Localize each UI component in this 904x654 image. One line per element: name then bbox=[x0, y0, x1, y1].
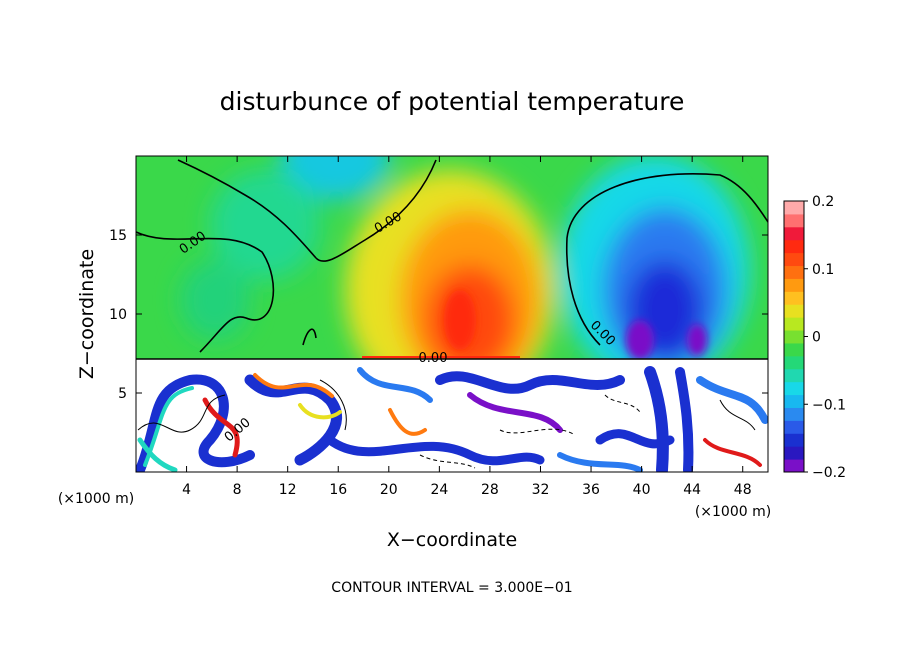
colorbar-bin bbox=[784, 201, 804, 215]
upper-field bbox=[136, 156, 768, 359]
colorbar-bin bbox=[784, 446, 804, 460]
y-axis-label: Z−coordinate bbox=[76, 249, 98, 379]
y-tick-label: 10 bbox=[109, 307, 127, 323]
contour-label: 0.00 bbox=[419, 351, 448, 366]
colorbar-bin bbox=[784, 265, 804, 279]
mixed-layer-field bbox=[136, 359, 768, 472]
cold-peak-b bbox=[687, 324, 707, 356]
x-tick-label: 24 bbox=[430, 482, 448, 498]
x-tick-label: 28 bbox=[481, 482, 499, 498]
x-tick-label: 16 bbox=[329, 482, 347, 498]
x-tick-label: 4 bbox=[182, 482, 191, 498]
zero-contours-lower bbox=[137, 379, 756, 469]
x-tick-label: 36 bbox=[582, 482, 600, 498]
colorbar-tick-label: −0.2 bbox=[812, 465, 846, 481]
colorbar-bin bbox=[784, 459, 804, 473]
colorbar-tick-label: 0 bbox=[812, 330, 821, 346]
colorbar-bin bbox=[784, 226, 804, 241]
warm-peak bbox=[444, 290, 476, 350]
colorbar: 0.2 0.1 0 −0.1 −0.2 bbox=[783, 194, 846, 481]
y-tick-label: 5 bbox=[118, 386, 127, 402]
x-tick-label: 40 bbox=[633, 482, 651, 498]
colorbar-bin bbox=[784, 317, 804, 331]
colorbar-bin bbox=[784, 252, 804, 267]
colorbar-tick-label: 0.1 bbox=[812, 262, 834, 278]
colorbar-bin bbox=[784, 355, 804, 370]
x-tick-label: 20 bbox=[380, 482, 398, 498]
colorbar-bin bbox=[784, 368, 804, 383]
colorbar-bin bbox=[784, 213, 804, 228]
colorbar-bin bbox=[784, 278, 804, 292]
x-tick-label: 48 bbox=[734, 482, 752, 498]
x-tick-label: 8 bbox=[233, 482, 242, 498]
y-axis-ticks: 5 10 15 bbox=[109, 228, 768, 402]
colorbar-bin bbox=[784, 420, 804, 434]
colorbar-bin bbox=[784, 239, 804, 254]
colorbar-bin bbox=[784, 381, 804, 396]
x-tick-label: 12 bbox=[279, 482, 297, 498]
colorbar-bin bbox=[784, 407, 804, 421]
zero-contours-upper bbox=[136, 159, 768, 353]
weak-cold-left bbox=[180, 260, 250, 340]
colorbar-tick-label: 0.2 bbox=[812, 194, 834, 210]
colorbar-bins bbox=[784, 201, 804, 473]
x-tick-label: 44 bbox=[683, 482, 701, 498]
z-unit-label: (×1000 m) bbox=[58, 491, 134, 507]
weak-cold-upper-left bbox=[210, 170, 320, 280]
x-unit-label: (×1000 m) bbox=[695, 504, 771, 520]
chart-title: disturbunce of potential temperature bbox=[220, 87, 685, 116]
colorbar-bin bbox=[784, 433, 804, 447]
cold-top-center bbox=[280, 156, 390, 200]
colorbar-bin bbox=[784, 330, 804, 344]
x-axis-label: X−coordinate bbox=[387, 529, 517, 551]
colorbar-bin bbox=[784, 304, 804, 318]
x-axis-ticks: 4 8 12 16 20 24 28 32 36 40 44 48 bbox=[182, 156, 752, 498]
colorbar-tick-label: −0.1 bbox=[812, 397, 846, 413]
colorbar-bin bbox=[784, 342, 804, 357]
colorbar-ticks: 0.2 0.1 0 −0.1 −0.2 bbox=[804, 194, 846, 481]
y-tick-label: 15 bbox=[109, 228, 127, 244]
colorbar-bin bbox=[784, 291, 804, 305]
x-tick-label: 32 bbox=[532, 482, 550, 498]
cold-peak-a bbox=[626, 320, 654, 359]
contour-interval-note: CONTOUR INTERVAL = 3.000E−01 bbox=[331, 580, 572, 596]
colorbar-bin bbox=[784, 394, 804, 408]
